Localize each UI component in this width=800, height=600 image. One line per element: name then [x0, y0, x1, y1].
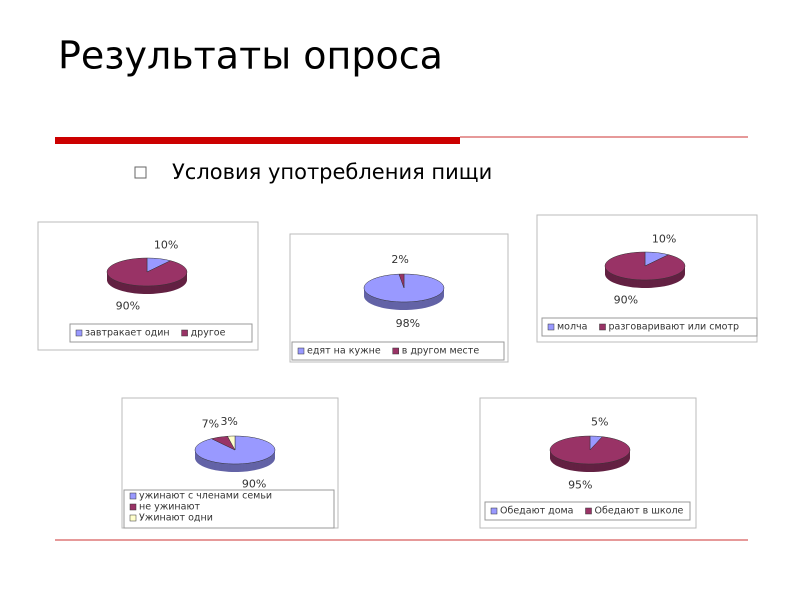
legend-label: Обедают дома	[500, 506, 574, 517]
value-label: 2%	[391, 253, 408, 266]
bullet-box	[134, 166, 147, 179]
value-label: 95%	[568, 479, 592, 492]
legend-swatch	[129, 492, 137, 500]
legend-label: ужинают с членами семьи	[139, 491, 272, 502]
legend-swatch	[392, 347, 399, 355]
value-label: 10%	[154, 238, 178, 251]
legend-swatch	[585, 507, 592, 515]
pie-slice	[549, 435, 631, 465]
value-label: 5%	[591, 415, 608, 428]
pie-slice	[398, 273, 405, 289]
value-label: 3%	[220, 415, 237, 428]
legend-label: не ужинают	[139, 502, 200, 513]
value-label: 90%	[116, 300, 140, 313]
legend-label: Обедают в школе	[595, 506, 684, 517]
legend-box	[69, 323, 253, 343]
value-label: 90%	[242, 478, 266, 491]
slide-title: Результаты опроса	[58, 34, 443, 78]
legend-label: разговаривают или смотр	[609, 322, 740, 333]
value-label: 7%	[202, 417, 219, 430]
pie-slice	[227, 435, 236, 451]
legend-box	[123, 489, 335, 529]
legend-label: едят на кужне	[307, 346, 381, 357]
legend-label: в другом месте	[402, 346, 480, 357]
accent-bar	[55, 137, 460, 144]
legend-label: Ужинают одни	[139, 513, 213, 524]
bullet-text: Условия употребления пищи	[172, 160, 492, 184]
pie-slice	[106, 257, 188, 287]
legend-swatch	[599, 323, 606, 331]
legend-swatch	[129, 514, 137, 522]
pie-slice	[604, 251, 686, 281]
legend-label: молча	[557, 322, 588, 333]
value-label: 98%	[396, 317, 420, 330]
value-label: 10%	[652, 232, 676, 245]
legend-swatch	[129, 503, 137, 511]
legend-swatch	[547, 323, 555, 331]
legend-swatch	[297, 347, 305, 355]
legend-label: завтракает один	[85, 328, 170, 339]
legend-label: другое	[191, 328, 226, 339]
legend-swatch	[181, 329, 188, 337]
legend-box	[541, 317, 758, 337]
legend-swatch	[490, 507, 498, 515]
value-label: 90%	[614, 294, 638, 307]
legend-swatch	[75, 329, 83, 337]
